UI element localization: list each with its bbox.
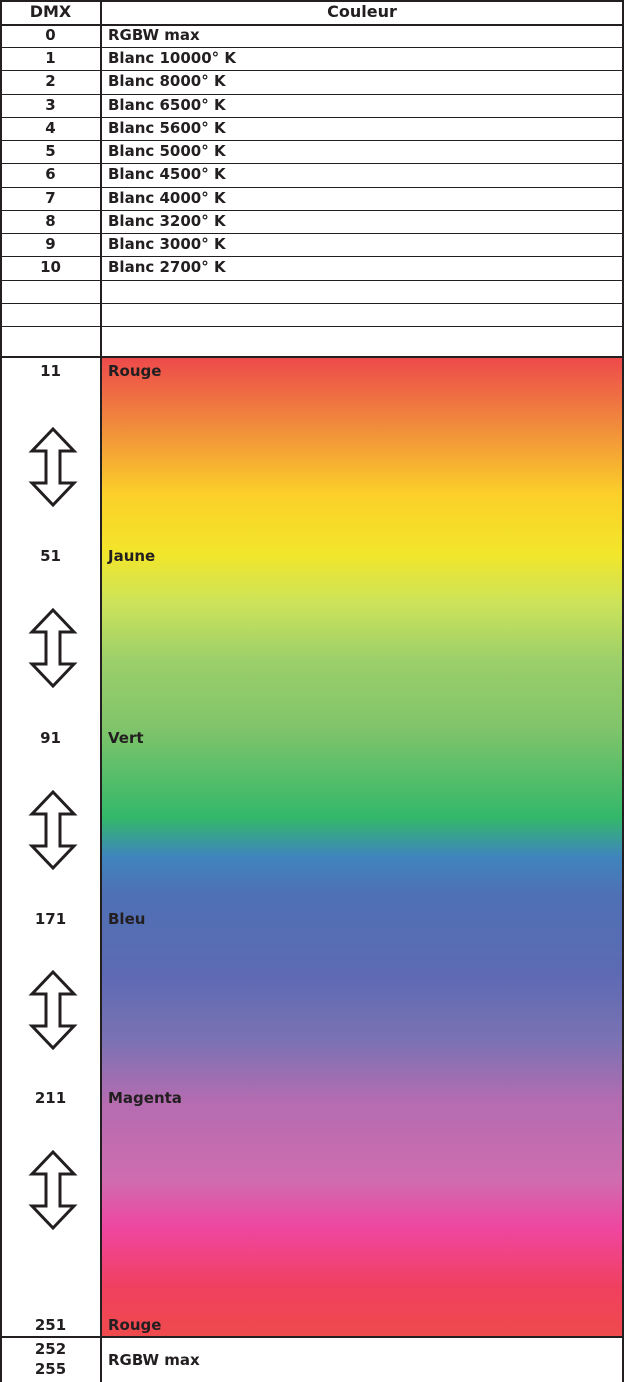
stop-dmx: 91 <box>40 729 61 747</box>
row-label: Blanc 8000° K <box>108 72 226 90</box>
last-row-dmx-start: 252 <box>34 1340 67 1358</box>
row-dmx: 9 <box>45 235 56 253</box>
row-dmx: 8 <box>45 212 56 230</box>
stop-label: Jaune <box>108 547 156 565</box>
row-label: Blanc 10000° K <box>108 49 237 67</box>
row-divider <box>0 356 624 358</box>
row-label: Blanc 4500° K <box>108 165 226 183</box>
table-border-top <box>0 0 624 2</box>
last-row-label: RGBW max <box>108 1351 200 1369</box>
row-dmx: 10 <box>40 258 61 276</box>
table-border-left <box>0 0 2 1382</box>
row-divider <box>0 47 624 48</box>
row-divider <box>0 303 624 304</box>
row-dmx: 3 <box>45 96 56 114</box>
row-divider <box>0 280 624 281</box>
row-label: Blanc 2700° K <box>108 258 226 276</box>
row-dmx: 1 <box>45 49 56 67</box>
stop-label: Rouge <box>108 1316 162 1334</box>
row-divider <box>0 326 624 327</box>
stop-dmx: 211 <box>34 1089 67 1107</box>
double-arrow-icon <box>28 427 78 507</box>
table-border-right <box>622 0 624 1382</box>
row-divider <box>0 70 624 71</box>
double-arrow-icon <box>28 1150 78 1230</box>
last-row-dmx-end: 255 <box>34 1360 67 1378</box>
double-arrow-icon <box>28 790 78 870</box>
row-dmx: 0 <box>45 26 56 44</box>
stop-dmx: 251 <box>34 1316 67 1334</box>
double-arrow-icon <box>28 608 78 688</box>
double-arrow-icon <box>28 970 78 1050</box>
header-dmx: DMX <box>29 2 72 21</box>
row-divider <box>0 140 624 141</box>
row-dmx: 4 <box>45 119 56 137</box>
row-divider <box>0 233 624 234</box>
column-divider <box>100 0 102 1382</box>
stop-label: Vert <box>108 729 144 747</box>
row-label: Blanc 5600° K <box>108 119 226 137</box>
stop-label: Bleu <box>108 910 146 928</box>
row-label: Blanc 5000° K <box>108 142 226 160</box>
row-dmx: 5 <box>45 142 56 160</box>
row-divider <box>0 256 624 257</box>
row-divider <box>0 117 624 118</box>
stop-label: Rouge <box>108 362 162 380</box>
row-divider <box>0 24 624 26</box>
stop-dmx: 51 <box>40 547 61 565</box>
row-label: Blanc 3200° K <box>108 212 226 230</box>
row-dmx: 2 <box>45 72 56 90</box>
stop-label: Magenta <box>108 1089 182 1107</box>
row-label: Blanc 4000° K <box>108 189 226 207</box>
row-divider <box>0 1336 624 1338</box>
row-divider <box>0 187 624 188</box>
row-divider <box>0 94 624 95</box>
row-divider <box>0 163 624 164</box>
stop-dmx: 171 <box>34 910 67 928</box>
color-gradient <box>102 358 624 1336</box>
row-label: RGBW max <box>108 26 200 44</box>
stop-dmx: 11 <box>40 362 61 380</box>
row-divider <box>0 210 624 211</box>
row-dmx: 6 <box>45 165 56 183</box>
row-dmx: 7 <box>45 189 56 207</box>
row-label: Blanc 3000° K <box>108 235 226 253</box>
header-couleur: Couleur <box>327 2 397 21</box>
row-label: Blanc 6500° K <box>108 96 226 114</box>
